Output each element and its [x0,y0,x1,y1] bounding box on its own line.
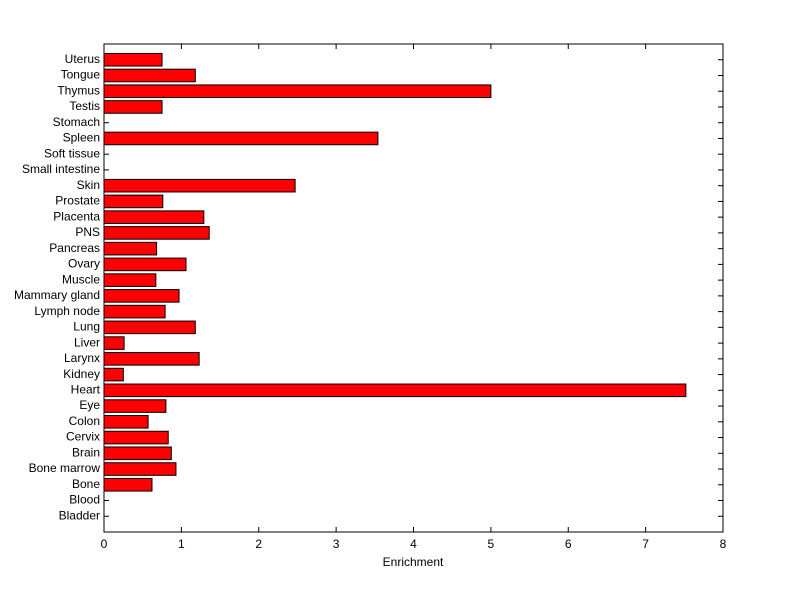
y-tick-label: PNS [75,225,100,239]
bar [103,399,167,413]
bar [103,415,149,429]
y-tick-label: Skin [77,178,100,192]
x-tick-label: 7 [642,537,649,551]
y-tick-label: Testis [69,99,100,113]
bar [103,352,200,366]
bar [103,320,196,335]
bar [103,178,296,193]
y-tick-label: Blood [69,493,100,507]
y-tick-label: Soft tissue [44,146,100,160]
bar [103,430,169,445]
bar [103,241,158,256]
bar [103,462,177,476]
bar [103,131,379,146]
y-tick-label: Colon [69,414,100,428]
y-tick-label: Ovary [68,257,100,271]
bar [103,257,187,272]
y-tick-label: Stomach [53,115,100,129]
y-tick-label: Heart [71,382,101,396]
bar [103,194,164,209]
y-tick-label: Lymph node [34,304,100,318]
y-tick-label: Bone [72,477,100,491]
y-tick-label: Prostate [55,194,100,208]
bar [103,100,163,114]
bar [103,383,687,398]
y-tick-label: Larynx [64,351,100,365]
bar [103,226,210,240]
bar [103,367,124,382]
y-tick-label: Bone marrow [29,461,101,475]
y-tick-label: Small intestine [22,162,100,176]
x-tick-label: 4 [410,537,417,551]
y-tick-label: Spleen [63,131,100,145]
x-tick-label: 6 [565,537,572,551]
bar [103,210,205,224]
x-tick-label: 8 [720,537,727,551]
bar [103,304,166,319]
y-tick-label: Muscle [62,272,100,286]
y-tick-label: Tongue [61,68,101,82]
y-tick-label: Thymus [57,83,100,97]
x-axis-label: Enrichment [383,555,444,569]
y-tick-label: Brain [72,445,100,459]
bar [103,68,196,83]
x-tick-label: 3 [333,537,340,551]
x-tick-label: 0 [101,537,108,551]
bar [103,52,163,67]
y-tick-label: Liver [74,335,100,349]
x-tick-label: 5 [488,537,495,551]
y-tick-label: Pancreas [49,241,100,255]
plot-frame [103,43,724,533]
bar [103,273,157,287]
y-tick-label: Placenta [53,209,100,223]
y-tick-label: Mammary gland [14,288,100,302]
y-tick-label: Lung [73,320,100,334]
y-tick-label: Kidney [63,367,100,381]
y-tick-label: Uterus [65,52,100,66]
bar [103,84,492,99]
y-tick-label: Eye [79,398,100,412]
x-tick-label: 2 [255,537,262,551]
x-tick-label: 1 [178,537,185,551]
bar [103,336,125,350]
y-tick-label: Cervix [66,430,100,444]
bar [103,446,172,461]
bar [103,477,153,492]
y-tick-label: Bladder [59,508,100,522]
bar [103,289,180,303]
